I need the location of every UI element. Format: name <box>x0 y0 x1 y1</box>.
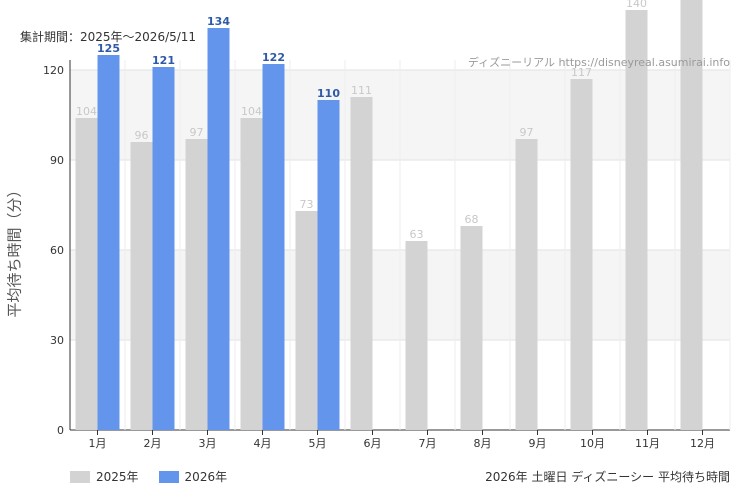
y-tick-label: 0 <box>57 424 64 437</box>
x-tick-label: 10月 <box>580 437 605 450</box>
bar-2025-label: 104 <box>241 105 262 118</box>
bar-2025 <box>295 211 318 430</box>
chart-caption: 2026年 土曜日 ディズニーシー 平均待ち時間 <box>485 470 730 484</box>
bar-2025-label: 97 <box>520 126 534 139</box>
x-tick-label: 3月 <box>199 437 217 450</box>
legend-item-2026: 2026年 <box>158 468 228 485</box>
bar-2025 <box>350 97 373 430</box>
bar-2026 <box>207 28 230 430</box>
bar-2026 <box>317 100 340 430</box>
bar-2025 <box>680 0 703 430</box>
x-tick-label: 7月 <box>419 437 437 450</box>
bar-2026-label: 121 <box>152 54 175 67</box>
x-tick-label: 9月 <box>529 437 547 450</box>
x-tick-label: 2月 <box>144 437 162 450</box>
bar-2025-label: 96 <box>135 129 149 142</box>
bar-2025-label: 104 <box>76 105 97 118</box>
bar-2025-label: 117 <box>571 66 592 79</box>
x-tick-label: 4月 <box>254 437 272 450</box>
bar-2025-label: 140 <box>626 0 647 10</box>
bar-2026 <box>152 67 175 430</box>
bar-2025-label: 111 <box>351 84 372 97</box>
legend-swatch-2025 <box>70 470 90 483</box>
x-tick-label: 8月 <box>474 437 492 450</box>
x-tick-label: 11月 <box>635 437 660 450</box>
bar-2025-label: 97 <box>190 126 204 139</box>
x-tick-label: 5月 <box>309 437 327 450</box>
legend-item-2025: 2025年 <box>70 468 139 485</box>
bar-2025-label: 63 <box>410 228 424 241</box>
source-credit: ディズニーリアル https://disneyreal.asumirai.inf… <box>467 56 730 69</box>
bar-2026-label: 125 <box>97 42 120 55</box>
y-tick-label: 120 <box>43 64 64 77</box>
bar-2025 <box>405 241 428 430</box>
bar-2026-label: 122 <box>262 51 285 64</box>
bar-2025 <box>515 139 538 430</box>
bar-2025 <box>460 226 483 430</box>
bar-2025 <box>625 10 648 430</box>
legend: 2025年 2026年 <box>70 468 227 485</box>
legend-label-2026: 2026年 <box>184 470 228 484</box>
bar-2026 <box>262 64 285 430</box>
bar-2025 <box>185 139 208 430</box>
bar-2025 <box>570 79 593 430</box>
legend-swatch-2026 <box>158 470 179 483</box>
x-tick-label: 1月 <box>89 437 107 450</box>
bar-2025 <box>240 118 263 430</box>
bar-2025 <box>75 118 98 430</box>
y-axis-label-text: 平均待ち時間（分） <box>5 182 24 318</box>
x-tick-label: 6月 <box>364 437 382 450</box>
bar-2025 <box>130 142 153 430</box>
legend-label-2025: 2025年 <box>96 470 139 484</box>
bar-2025-label: 68 <box>465 213 479 226</box>
y-tick-label: 60 <box>50 244 64 257</box>
bar-2026-label: 110 <box>317 87 340 100</box>
aggregation-period: 集計期間：2025年～2026/5/11 <box>20 30 197 44</box>
y-tick-label: 90 <box>50 154 64 167</box>
x-tick-label: 12月 <box>690 437 715 450</box>
bar-2026 <box>97 55 120 430</box>
y-tick-label: 30 <box>50 334 64 347</box>
bar-2025-label: 73 <box>300 198 314 211</box>
bar-2026-label: 134 <box>207 15 230 28</box>
